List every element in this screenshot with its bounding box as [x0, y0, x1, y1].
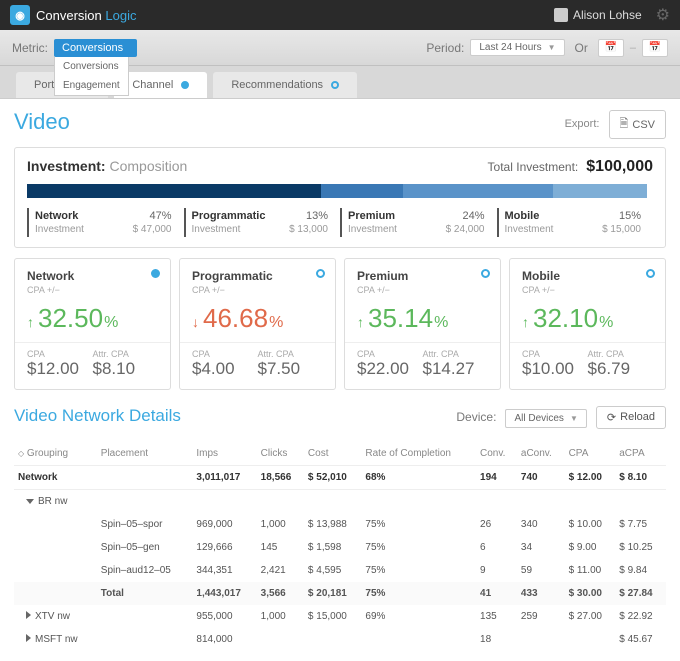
avatar-icon — [554, 8, 568, 22]
metric-option[interactable]: Engagement — [55, 76, 128, 95]
details-title: Video Network Details — [14, 406, 181, 426]
col-header[interactable]: ◇ Grouping — [14, 442, 97, 466]
table-row[interactable]: Spin–05–gen129,666145$ 1,59875%634$ 9.00… — [14, 536, 666, 559]
breakdown-col: Programmatic13%Investment$ 13,000 — [184, 208, 341, 237]
col-header[interactable]: CPA — [565, 442, 616, 466]
metric-dropdown[interactable]: Conversions ConversionsEngagement — [54, 39, 137, 57]
col-header[interactable]: Imps — [192, 442, 256, 466]
breakdown-col: Network47%Investment$ 47,000 — [27, 208, 184, 237]
logo-icon: ◉ — [10, 5, 30, 25]
col-header[interactable]: Rate of Completion — [361, 442, 476, 466]
col-header[interactable]: Placement — [97, 442, 193, 466]
investment-stacked-bar — [27, 184, 653, 198]
top-bar: ◉ Conversion Logic Alison Lohse ⚙ — [0, 0, 680, 30]
table-row[interactable]: Spin–05–spor969,0001,000$ 13,98875%26340… — [14, 513, 666, 536]
expand-icon[interactable] — [26, 499, 34, 504]
date-to[interactable]: 📅 — [642, 39, 668, 57]
investment-title: Investment: Composition — [27, 158, 187, 174]
table-row[interactable]: Total1,443,0173,566$ 20,18175%41433$ 30.… — [14, 582, 666, 605]
filter-bar: Metric: Conversions ConversionsEngagemen… — [0, 30, 680, 66]
table-row[interactable]: Network3,011,01718,566$ 52,01068%194740$… — [14, 466, 666, 490]
period-label: Period: — [426, 41, 464, 55]
bar-segment — [403, 184, 553, 198]
kpi-dot-icon — [151, 269, 160, 278]
table-row[interactable]: Spin–aud12–05344,3512,421$ 4,59575%959$ … — [14, 559, 666, 582]
page-title: Video — [14, 109, 70, 135]
bar-segment — [321, 184, 402, 198]
total-investment: Total Investment:$100,000 — [488, 158, 653, 176]
device-label: Device: — [456, 410, 496, 424]
or-label: Or — [575, 41, 588, 55]
content: Video Export: 🗎 CSV Investment: Composit… — [0, 99, 680, 661]
kpi-value: ↑32.50% — [27, 303, 158, 334]
kpi-card[interactable]: MobileCPA +/−↑32.10%CPA$10.00Attr. CPA$6… — [509, 258, 666, 390]
date-from[interactable]: 📅 — [598, 39, 624, 57]
expand-icon[interactable] — [26, 634, 31, 642]
metric-option[interactable]: Conversions — [55, 57, 128, 76]
brand: Conversion Logic — [36, 8, 136, 23]
kpi-row: NetworkCPA +/−↑32.50%CPA$12.00Attr. CPA$… — [14, 258, 666, 390]
export-label: Export: — [565, 118, 600, 130]
investment-breakdown: Network47%Investment$ 47,000Programmatic… — [27, 208, 653, 237]
kpi-card[interactable]: NetworkCPA +/−↑32.50%CPA$12.00Attr. CPA$… — [14, 258, 171, 390]
table-row[interactable]: BR nw — [14, 490, 666, 514]
device-dropdown[interactable]: All Devices▼ — [505, 409, 586, 428]
kpi-card[interactable]: ProgrammaticCPA +/−↓46.68%CPA$4.00Attr. … — [179, 258, 336, 390]
reload-button[interactable]: ⟳ Reload — [596, 406, 666, 429]
kpi-dot-icon — [481, 269, 490, 278]
kpi-value: ↑32.10% — [522, 303, 653, 334]
export-csv-button[interactable]: 🗎 CSV — [609, 110, 666, 139]
col-header[interactable]: aConv. — [517, 442, 565, 466]
kpi-card[interactable]: PremiumCPA +/−↑35.14%CPA$22.00Attr. CPA$… — [344, 258, 501, 390]
bar-segment — [553, 184, 647, 198]
metric-label: Metric: — [12, 41, 48, 55]
expand-icon[interactable] — [26, 611, 31, 619]
table-row[interactable]: XTV nw955,0001,000$ 15,00069%135259$ 27.… — [14, 605, 666, 628]
col-header[interactable]: Conv. — [476, 442, 517, 466]
bar-segment — [27, 184, 321, 198]
period-dropdown[interactable]: Last 24 Hours▼ — [470, 39, 564, 56]
details-table: ◇ GroupingPlacementImpsClicksCostRate of… — [14, 442, 666, 651]
kpi-name: Premium — [357, 269, 488, 283]
kpi-value: ↓46.68% — [192, 303, 323, 334]
col-header[interactable]: Cost — [304, 442, 361, 466]
investment-card: Investment: Composition Total Investment… — [14, 147, 666, 248]
kpi-name: Programmatic — [192, 269, 323, 283]
col-header[interactable]: aCPA — [615, 442, 666, 466]
user-name[interactable]: Alison Lohse — [573, 8, 642, 22]
kpi-dot-icon — [316, 269, 325, 278]
tab-recommendations[interactable]: Recommendations — [213, 72, 357, 98]
kpi-dot-icon — [646, 269, 655, 278]
kpi-name: Network — [27, 269, 158, 283]
kpi-value: ↑35.14% — [357, 303, 488, 334]
kpi-name: Mobile — [522, 269, 653, 283]
breakdown-col: Premium24%Investment$ 24,000 — [340, 208, 497, 237]
breakdown-col: Mobile15%Investment$ 15,000 — [497, 208, 654, 237]
settings-gear-icon[interactable]: ⚙ — [656, 5, 670, 25]
col-header[interactable]: Clicks — [257, 442, 304, 466]
